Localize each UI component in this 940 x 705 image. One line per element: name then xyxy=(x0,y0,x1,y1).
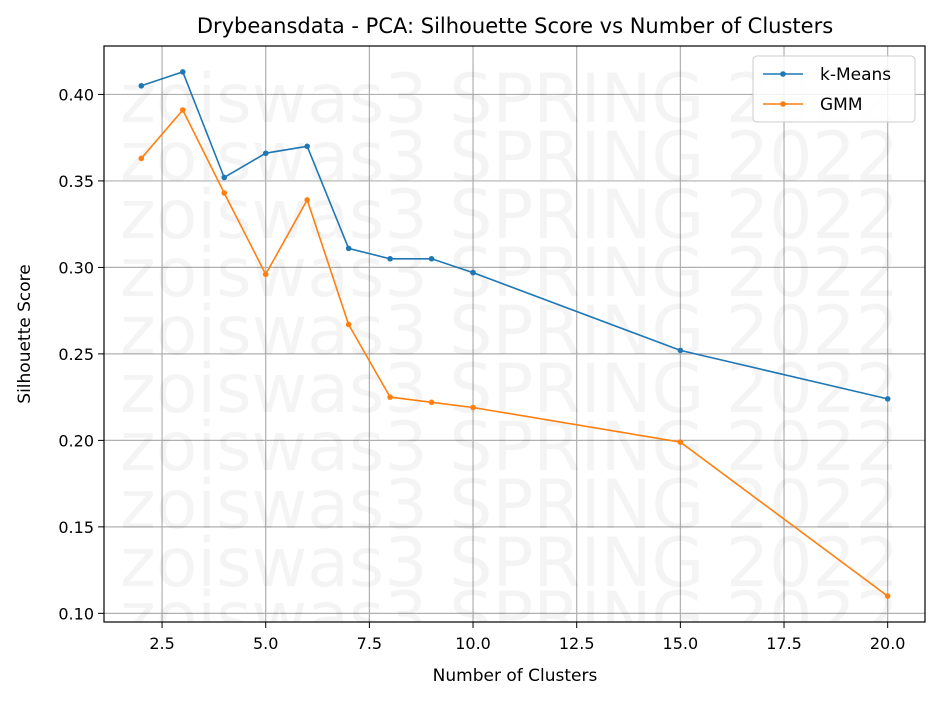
series-point-2 xyxy=(884,593,891,599)
plot-frame xyxy=(103,45,926,623)
x-axis-label: Number of Clusters xyxy=(433,666,598,686)
series-point-1 xyxy=(677,347,684,354)
y-tick-label: 0.25 xyxy=(58,345,94,364)
x-tick-label: 17.5 xyxy=(766,634,802,653)
y-tick-label: 0.30 xyxy=(58,258,94,277)
series-point-2 xyxy=(262,271,269,278)
legend-box xyxy=(752,55,916,123)
watermark-text: zoiswas3 SPRING 2022 xyxy=(120,466,899,545)
series-point-2 xyxy=(428,399,435,406)
grid-group xyxy=(104,46,925,622)
series-point-1 xyxy=(179,69,186,75)
y-tick-label: 0.15 xyxy=(58,518,94,537)
series-point-2 xyxy=(138,155,145,162)
series-point-2 xyxy=(470,404,476,411)
series-point-1 xyxy=(221,174,228,181)
y-tick-label: 0.35 xyxy=(58,172,94,191)
series-point-2 xyxy=(387,394,393,400)
watermark-text: zoiswas3 SPRING 2022 xyxy=(120,118,899,197)
series-point-2 xyxy=(221,190,228,196)
watermark-text: zoiswas3 SPRING 2022 xyxy=(120,234,899,313)
legend-marker xyxy=(780,71,786,77)
watermark-text: zoiswas3 SPRING 2022 xyxy=(120,292,899,371)
y-tick-label: 0.20 xyxy=(58,431,94,450)
series-point-1 xyxy=(138,82,145,89)
series-point-1 xyxy=(884,396,891,402)
series-point-1 xyxy=(428,255,435,262)
y-tick-label: 0.40 xyxy=(58,85,94,104)
y-tick-label: 0.10 xyxy=(58,604,94,623)
legend-entry-label: GMM xyxy=(820,95,863,115)
x-tick-label: 20.0 xyxy=(870,634,906,653)
series-point-1 xyxy=(387,255,393,262)
series-point-2 xyxy=(345,321,352,328)
series-point-2 xyxy=(304,197,310,203)
legend: k-Means GMM xyxy=(752,55,916,123)
watermark-text: zoiswas3 SPRING 2022 xyxy=(120,350,899,429)
series-point-1 xyxy=(262,150,269,157)
series-point-2 xyxy=(677,439,684,445)
watermark-text: zoiswas3 SPRING 2022 xyxy=(120,408,899,487)
series-point-1 xyxy=(304,143,310,150)
chart-title: Drybeansdata - PCA: Silhouette Score vs … xyxy=(197,14,833,38)
y-axis-label: Silhouette Score xyxy=(15,264,35,403)
x-tick-label: 12.5 xyxy=(559,634,595,653)
legend-marker xyxy=(780,101,786,107)
x-tick-label: 10.0 xyxy=(455,634,491,653)
series-point-2 xyxy=(179,107,186,113)
x-tick-label: 15.0 xyxy=(663,634,699,653)
series-point-1 xyxy=(345,245,352,252)
x-tick-label: 7.5 xyxy=(357,634,382,653)
series-point-1 xyxy=(470,269,476,276)
watermark-text: zoiswas3 SPRING 2022 xyxy=(120,578,899,657)
legend-entry-label: k-Means xyxy=(820,65,891,85)
watermark-text: zoiswas3 SPRING 2022 xyxy=(120,524,899,603)
x-tick-label: 2.5 xyxy=(149,634,174,653)
x-tick-label: 5.0 xyxy=(253,634,278,653)
